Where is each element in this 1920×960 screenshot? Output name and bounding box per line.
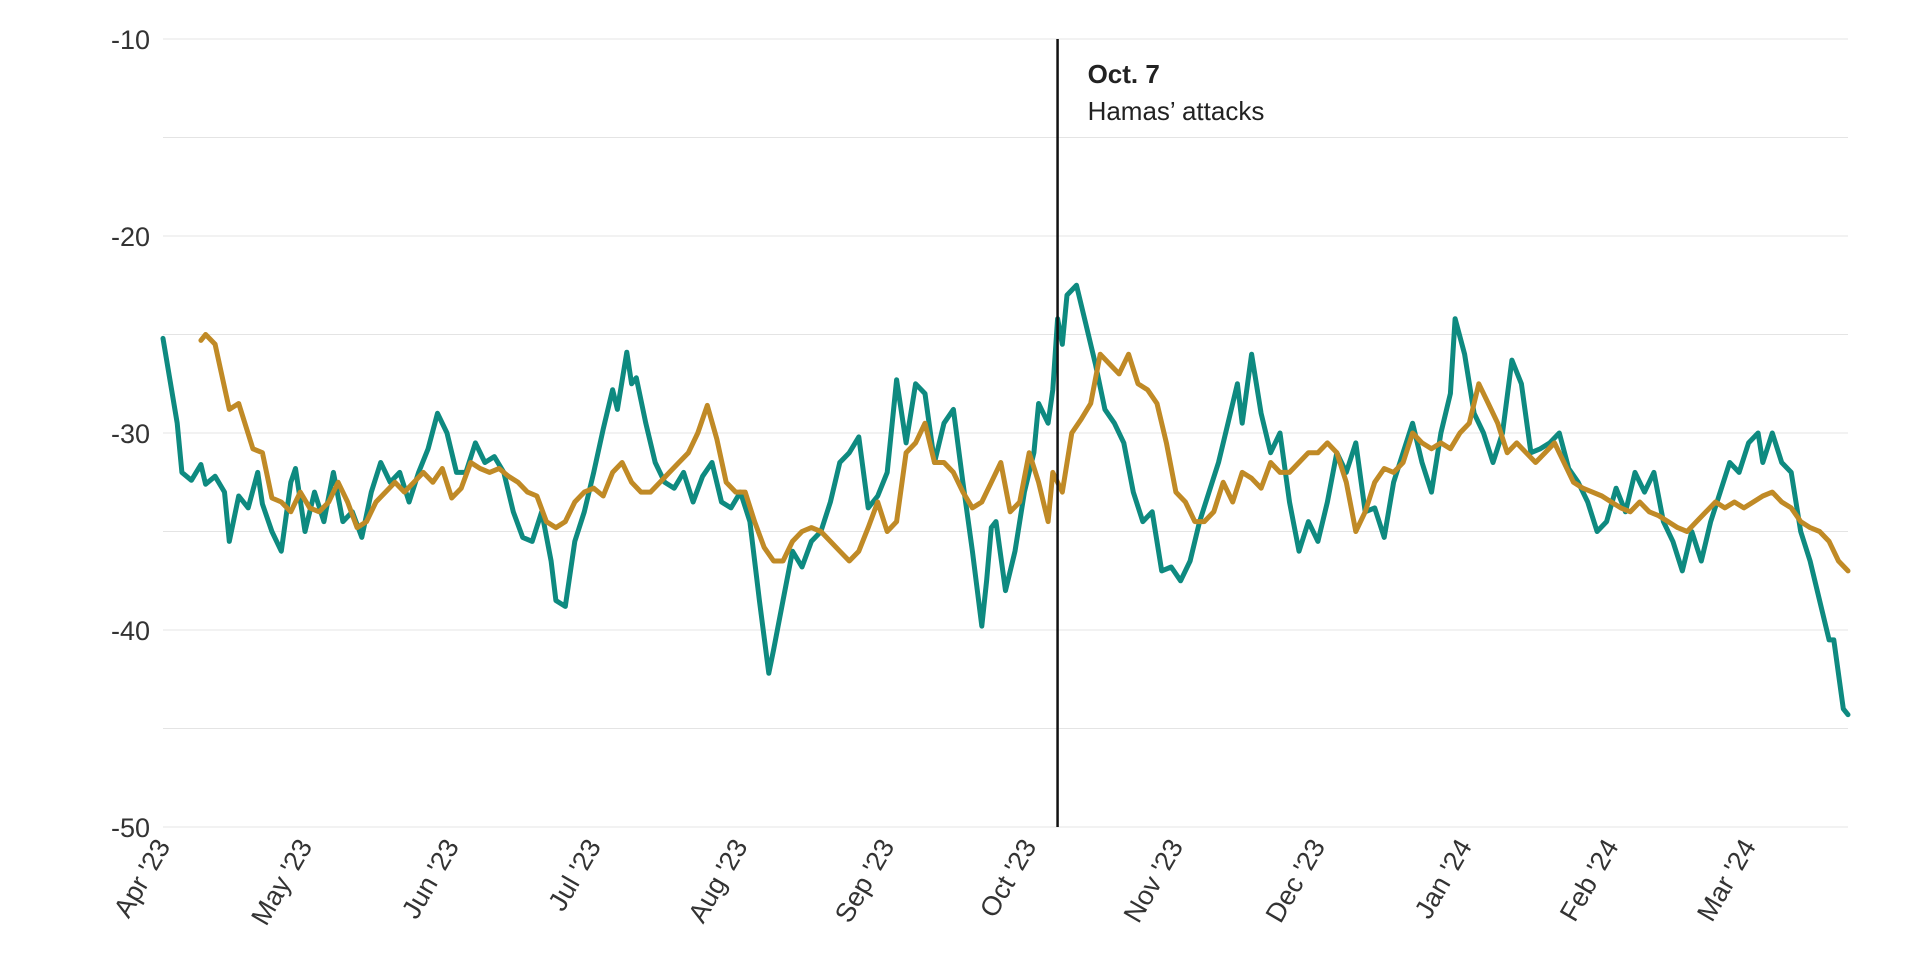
series-line-1	[160, 282, 1851, 718]
x-tick-label: Sep '23	[829, 834, 900, 928]
x-tick-label: Apr '23	[108, 834, 176, 922]
x-tick-label: Jan '24	[1409, 834, 1478, 924]
series-line-2	[198, 332, 1851, 574]
event-annotation-title: Oct. 7	[1088, 59, 1160, 89]
x-tick-label: Jul '23	[542, 834, 607, 916]
x-tick-label: Aug '23	[682, 834, 753, 928]
x-tick-label: Oct '23	[974, 834, 1042, 922]
y-axis-tick-labels: -10 -20 -30 -40 -50	[111, 25, 150, 843]
x-tick-label: Jun '23	[396, 834, 465, 924]
x-tick-label: Mar '24	[1691, 834, 1762, 926]
y-tick-label: -50	[111, 813, 150, 843]
series-lines	[160, 282, 1851, 718]
x-tick-label: Feb '24	[1554, 834, 1625, 926]
event-annotation: Oct. 7 Hamas’ attacks	[1056, 39, 1265, 827]
x-tick-label: Dec '23	[1260, 834, 1331, 928]
y-tick-label: -40	[111, 616, 150, 646]
gridlines	[163, 38, 1848, 828]
y-tick-label: -10	[111, 25, 150, 55]
event-annotation-subtitle: Hamas’ attacks	[1088, 96, 1265, 126]
y-tick-label: -20	[111, 222, 150, 252]
x-tick-label: Nov '23	[1118, 834, 1189, 928]
y-tick-label: -30	[111, 419, 150, 449]
x-axis-tick-labels: Apr '23 May '23 Jun '23 Jul '23 Aug '23 Sep '…	[108, 834, 1762, 930]
x-tick-label: May '23	[245, 834, 318, 930]
